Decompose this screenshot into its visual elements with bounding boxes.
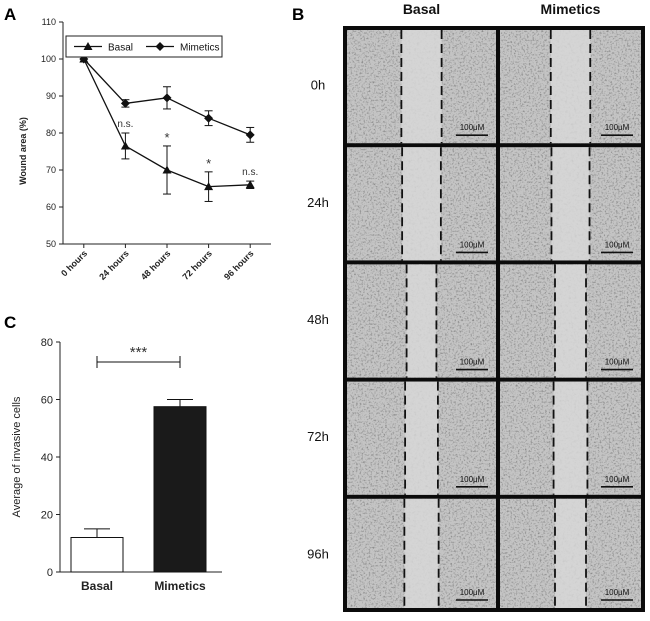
significance-label-c: *** — [130, 344, 148, 361]
bar-basal — [70, 537, 124, 573]
wound-area-line-chart: 50 60 70 80 90 100 110 0 hours 24 hours 48 hours 7… — [18, 17, 271, 282]
y-tick-label-c: 40 — [41, 452, 53, 464]
point-mimetics — [162, 93, 172, 103]
y-tick-label-a: 90 — [46, 91, 56, 101]
bar-mimetics — [153, 406, 207, 573]
y-tick-label-a: 110 — [42, 17, 56, 27]
row-label: 96h — [307, 546, 329, 561]
scale-bar-label: 100μM — [605, 123, 630, 132]
row-label: 0h — [311, 78, 325, 93]
legend-label-basal: Basal — [108, 43, 133, 54]
wound-gap-texture — [550, 30, 591, 144]
panel-letter-b: B — [292, 5, 304, 24]
significance-label-a: n.s. — [242, 167, 258, 178]
legend-marker-mimetics — [155, 42, 165, 51]
wound-gap-texture — [405, 381, 438, 495]
scale-bar-label: 100μM — [605, 240, 630, 249]
significance-label-a: * — [206, 156, 211, 171]
y-axis-label-a: Wound area (%) — [18, 117, 28, 185]
point-basal — [245, 180, 255, 189]
x-tick-label-a: 72 hours — [180, 248, 214, 282]
point-basal — [120, 141, 130, 150]
scale-bar-label: 100μM — [605, 358, 630, 367]
y-tick-label-c: 80 — [41, 337, 53, 349]
wound-gap-texture — [551, 147, 590, 261]
y-tick-label-c: 60 — [41, 395, 53, 407]
x-tick-label-a: 48 hours — [139, 248, 173, 282]
significance-label-a: * — [164, 130, 169, 145]
legend-box — [65, 35, 223, 58]
invasive-cells-bar-chart: 0 20 40 60 80 Average of invasive cells Basal M… — [11, 337, 222, 593]
scale-bar-label: 100μM — [460, 588, 485, 597]
scale-bar-label: 100μM — [460, 240, 485, 249]
scale-bar-label: 100μM — [605, 475, 630, 484]
wound-gap-texture — [554, 498, 587, 608]
legend-label-mimetics: Mimetics — [180, 43, 219, 54]
y-tick-label-c: 0 — [47, 567, 53, 579]
y-tick-label-a: 80 — [46, 128, 56, 138]
x-tick-label-a: 24 hours — [97, 248, 131, 282]
point-basal — [162, 165, 172, 174]
y-tick-label-a: 100 — [41, 54, 56, 64]
y-axis-label-c: Average of invasive cells — [11, 396, 23, 517]
point-mimetics — [245, 130, 255, 140]
panel-letter-c: C — [4, 313, 16, 332]
point-mimetics — [120, 98, 130, 108]
point-mimetics — [204, 113, 214, 123]
y-tick-label-c: 20 — [41, 510, 53, 522]
row-label: 72h — [307, 429, 329, 444]
x-tick-label-a: 96 hours — [222, 248, 256, 282]
x-tick-label-a: 0 hours — [59, 248, 89, 278]
column-header-basal: Basal — [403, 1, 440, 17]
wound-gap-texture — [401, 30, 442, 144]
point-basal — [204, 182, 214, 191]
scale-bar-label: 100μM — [460, 358, 485, 367]
legend-marker-basal — [83, 42, 93, 50]
wound-gap-texture — [406, 264, 437, 378]
scale-bar-label: 100μM — [605, 588, 630, 597]
wound-gap-texture — [402, 147, 441, 261]
scale-bar-label: 100μM — [460, 123, 485, 132]
wound-gap-texture — [404, 498, 439, 608]
wound-gap-texture — [554, 264, 587, 378]
row-label: 48h — [307, 312, 329, 327]
significance-label-a: n.s. — [117, 119, 133, 130]
x-category-label-c: Basal — [81, 579, 113, 593]
wound-gap-texture — [553, 381, 588, 495]
panel-letter-a: A — [4, 5, 16, 24]
row-label: 24h — [307, 195, 329, 210]
micrograph-grid: Basal Mimetics 0h 100μM 100μM 24h 100μM 100μM 48… — [307, 1, 645, 612]
y-tick-label-a: 50 — [46, 239, 56, 249]
column-header-mimetics: Mimetics — [541, 1, 601, 17]
x-category-label-c: Mimetics — [154, 579, 206, 593]
y-tick-label-a: 70 — [46, 165, 56, 175]
y-tick-label-a: 60 — [46, 202, 56, 212]
scale-bar-label: 100μM — [460, 475, 485, 484]
